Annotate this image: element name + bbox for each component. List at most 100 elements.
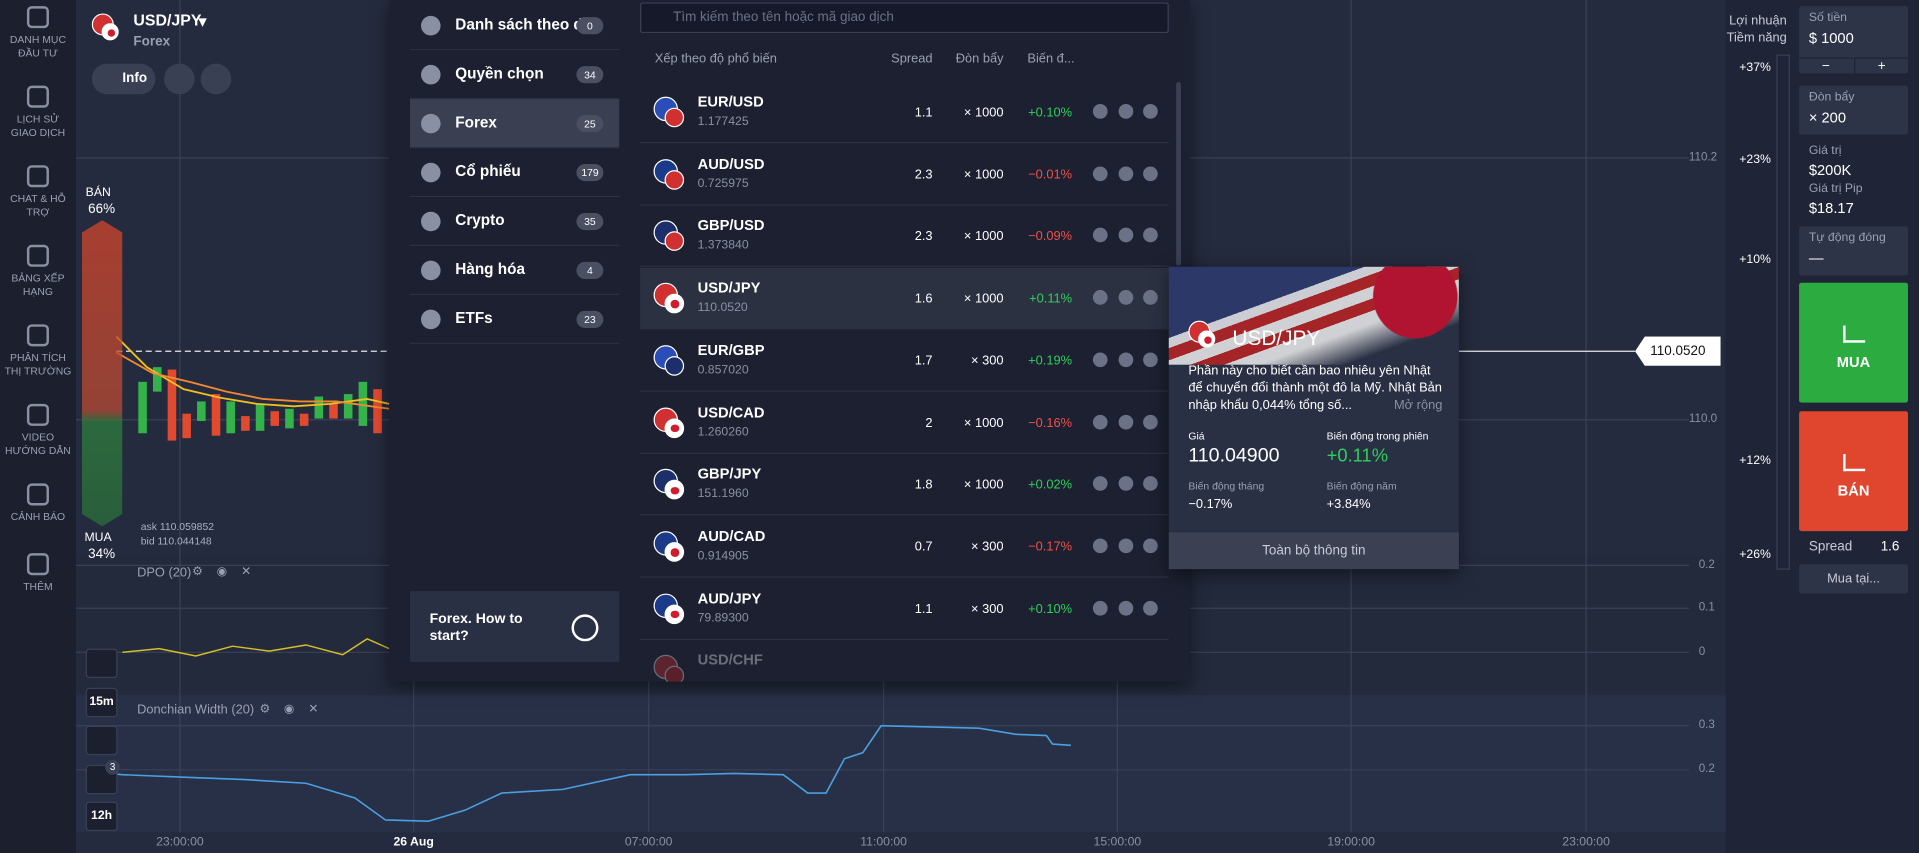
candle [241,416,250,431]
instrument-row[interactable]: EUR/USD 1.177425 1.1 × 1000 +0.10% [640,82,1169,144]
sidebar-item[interactable]: VIDEO HƯỚNG DẪN [0,403,76,458]
instrument-row[interactable]: GBP/JPY 151.1960 1.8 × 1000 +0.02% [640,454,1169,516]
instrument-name: USD/CAD [697,403,765,421]
leverage-input[interactable]: Đòn bẩy × 200 [1799,85,1908,135]
alert-button[interactable] [163,63,195,95]
sidebar-item[interactable]: BẢNG XẾP HẠNG [0,244,76,299]
row-action[interactable] [1118,104,1134,119]
category-icon [421,309,441,330]
row-action[interactable] [1143,290,1158,305]
row-action[interactable] [1118,476,1134,491]
amount-minus[interactable]: − [1799,57,1853,73]
sell-button[interactable]: BÁN [1799,411,1908,532]
category-item[interactable]: Hàng hóa 4 [409,246,620,295]
row-action[interactable] [1092,104,1108,119]
sidebar-label: DANH MỤC ĐẦU TƯ [9,33,66,59]
sidebar-item[interactable]: DANH MỤC ĐẦU TƯ [0,6,76,60]
popup-more[interactable]: Mở rộng [1389,397,1443,413]
instrument-change: −0.17% [1028,539,1073,555]
row-action[interactable] [1092,290,1108,305]
row-action[interactable] [1143,166,1158,181]
row-action[interactable] [1118,352,1134,367]
row-action[interactable] [1143,104,1158,119]
row-action[interactable] [1092,228,1108,243]
chart-tool[interactable]: 12h [85,801,118,831]
instrument-row[interactable]: USD/CAD 1.260260 2 × 1000 −0.16% [640,392,1169,454]
row-action[interactable] [1118,600,1134,616]
popup-button[interactable]: Toàn bộ thông tin [1168,532,1459,570]
row-action[interactable] [1118,166,1134,181]
asset-type: Forex [133,34,171,49]
sidebar-icon [26,244,49,267]
row-action[interactable] [1092,476,1108,491]
instrument-change: −0.09% [1028,229,1073,245]
row-action[interactable] [1092,352,1108,367]
sort-select[interactable]: Xếp theo độ phổ biến [654,51,777,67]
row-action[interactable] [1118,290,1134,305]
info-button[interactable]: Info [91,63,156,95]
row-action[interactable] [1143,352,1158,367]
popup-image [1168,266,1459,365]
instrument-row[interactable]: USD/CHF [640,640,1169,682]
amount-input-label: Số tiền [1808,11,1847,25]
asset-name[interactable]: USD/JPY [133,11,202,30]
flag-dot [1204,336,1212,344]
instrument-row[interactable]: AUD/JPY 79.89300 1.1 × 300 +0.10% [640,578,1169,640]
indicator-control[interactable]: ✕ [241,565,252,579]
popup-description: Phần này cho biết cần bao nhiêu yên Nhật… [1188,363,1442,413]
instrument-row[interactable]: EUR/GBP 0.857020 1.7 × 300 +0.19% [640,330,1169,392]
category-item[interactable]: Danh sách theo dõi 0 [409,1,620,51]
sidebar-item[interactable]: PHÂN TÍCH THỊ TRƯỜNG [0,324,76,378]
category-label: Danh sách theo dõi [455,15,597,34]
sidebar-item[interactable]: CHAT & HỖ TRỢ [0,165,76,219]
buy-at-button[interactable]: Mua tại... [1799,564,1908,594]
row-action[interactable] [1118,414,1134,429]
chart-tool[interactable]: 15m [85,687,118,718]
sidebar-item[interactable]: CẢNH BÁO [0,483,76,523]
row-action[interactable] [1143,538,1158,554]
sidebar-item[interactable]: LỊCH SỬ GIAO DỊCH [0,85,76,140]
category-item[interactable]: Quyền chọn 34 [409,50,620,100]
instrument-row[interactable]: USD/JPY 110.0520 1.6 × 1000 +0.11% [640,268,1169,330]
instrument-row[interactable]: AUD/CAD 0.914905 0.7 × 300 −0.17% [640,516,1169,578]
instrument-row[interactable]: GBP/USD 1.373840 2.3 × 1000 −0.09% [640,206,1169,268]
row-action[interactable] [1092,600,1108,616]
indicator-control[interactable]: ✕ [308,702,319,716]
fav-button[interactable] [200,63,232,95]
row-action[interactable] [1092,166,1108,181]
category-item[interactable]: ETFs 23 [409,295,620,344]
buy-button[interactable]: MUA [1799,282,1908,403]
price-tag: 110.0520 [1635,336,1721,366]
search-box[interactable]: Tìm kiếm theo tên hoặc mã giao dịch [640,2,1169,34]
row-action[interactable] [1118,228,1134,243]
indicator-control[interactable]: ◉ [283,702,295,716]
row-action[interactable] [1092,414,1108,429]
row-action[interactable] [1143,476,1158,491]
category-item[interactable]: Crypto 35 [409,197,620,246]
popup-session: +0.11% [1326,445,1389,467]
instrument-row[interactable]: AUD/USD 0.725975 2.3 × 1000 −0.01% [640,144,1169,206]
indicator-control[interactable]: ◉ [216,565,228,579]
row-action[interactable] [1143,414,1158,429]
amount-plus[interactable]: + [1854,57,1908,74]
sidebar-item[interactable]: THÊM [0,553,76,593]
amount-input[interactable]: Số tiền $ 1000 − + [1799,6,1908,74]
row-action[interactable] [1143,600,1158,616]
row-action[interactable] [1143,228,1158,243]
popup-price-label: Giá [1188,429,1205,442]
auto-close-input[interactable]: Tự động đóng — [1799,226,1908,276]
chart-tool[interactable] [85,725,118,756]
chart-tool[interactable] [85,648,118,679]
col-change: Biến đ... [1027,51,1075,67]
flag-dot [671,300,679,309]
instrument-spread: 1.1 [914,105,933,120]
row-action[interactable] [1118,538,1134,554]
category-item[interactable]: Forex 25 [409,99,620,149]
instrument-spread: 1.7 [914,353,933,369]
category-item[interactable]: Cổ phiếu 179 [409,148,620,198]
promo-video[interactable]: Forex. How to start? [409,591,620,663]
indicator-control[interactable]: ⚙ [259,702,271,716]
indicator-control[interactable]: ⚙ [192,565,204,579]
auto-close-input-value: — [1808,249,1824,267]
row-action[interactable] [1092,538,1108,554]
